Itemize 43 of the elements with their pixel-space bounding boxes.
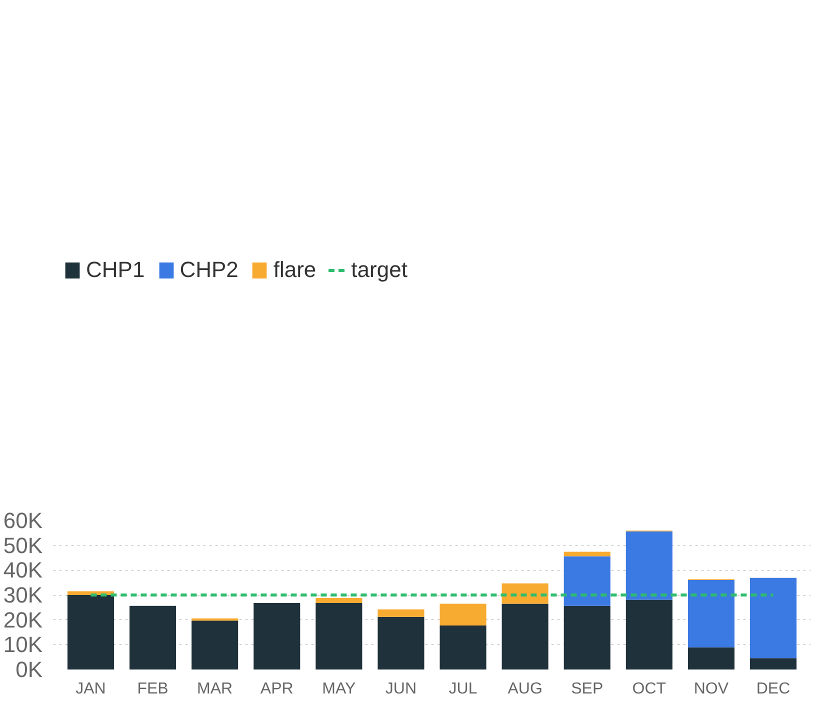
bar xyxy=(378,609,424,617)
bar xyxy=(626,531,672,600)
x-tick-label: JAN xyxy=(76,680,106,698)
y-tick-label: 30K xyxy=(3,582,43,608)
x-tick-label: FEB xyxy=(137,680,168,698)
bar xyxy=(316,598,362,603)
bar xyxy=(626,600,672,670)
x-tick-label: JUN xyxy=(385,680,417,698)
legend-label: flare xyxy=(273,257,316,283)
bar xyxy=(564,552,610,556)
y-tick-label: 10K xyxy=(3,632,43,658)
bar xyxy=(688,580,734,648)
x-tick-label: MAR xyxy=(197,680,233,698)
bar xyxy=(378,616,424,670)
x-tick-label: MAY xyxy=(322,680,356,698)
bar xyxy=(564,556,610,606)
bar xyxy=(192,620,238,670)
bar xyxy=(316,602,362,670)
legend-label: target xyxy=(351,257,408,283)
bar xyxy=(130,606,176,670)
x-tick-label: OCT xyxy=(632,680,666,698)
y-tick-label: 40K xyxy=(3,558,43,583)
x-tick-label: DEC xyxy=(756,680,790,698)
bar xyxy=(564,606,610,670)
bar xyxy=(750,658,797,670)
bar xyxy=(502,604,548,670)
y-tick-label: 0K xyxy=(16,657,43,682)
bar xyxy=(254,602,300,670)
bar xyxy=(440,626,486,670)
legend-label: CHP2 xyxy=(180,257,238,283)
x-tick-label: JUL xyxy=(448,680,478,698)
bar xyxy=(688,647,734,670)
x-tick-label: SEP xyxy=(571,680,604,698)
x-tick-label: AUG xyxy=(508,680,542,698)
legend-label: CHP1 xyxy=(86,257,145,283)
y-tick-label: 60K xyxy=(3,508,43,533)
bar xyxy=(440,604,486,626)
y-tick-label: 50K xyxy=(3,532,43,558)
bar xyxy=(750,578,797,658)
bar xyxy=(67,595,114,670)
x-tick-label: NOV xyxy=(694,680,729,698)
x-tick-label: APR xyxy=(260,680,294,698)
y-tick-label: 20K xyxy=(3,607,43,632)
